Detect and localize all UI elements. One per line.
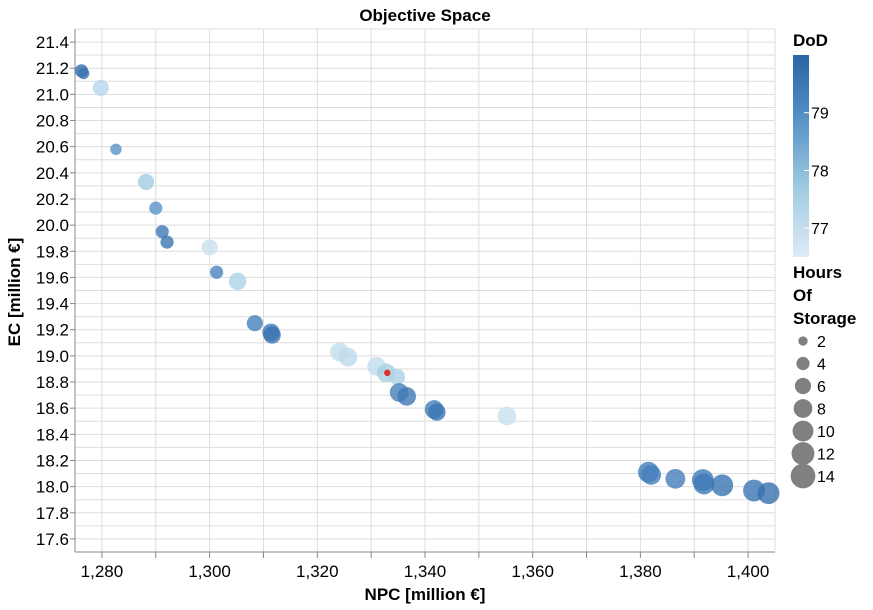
x-tick-label: 1,320	[296, 562, 339, 581]
data-point-22	[428, 403, 446, 421]
y-tick-label: 20.8	[36, 112, 69, 131]
y-tick-label: 19.6	[36, 268, 69, 287]
data-point-18	[388, 368, 406, 385]
data-point-13	[263, 326, 281, 344]
y-tick-label: 19.2	[36, 321, 69, 340]
x-tick-label: 1,380	[619, 562, 662, 581]
size-legend-label: 6	[817, 379, 826, 396]
y-tick-label: 18.0	[36, 478, 69, 497]
color-legend-gradient	[793, 55, 809, 257]
data-point-7	[160, 235, 174, 249]
y-tick-label: 18.6	[36, 399, 69, 418]
data-point-29	[711, 474, 734, 497]
y-tick-label: 21.0	[36, 85, 69, 104]
x-tick-label: 1,340	[404, 562, 447, 581]
data-point-6	[155, 225, 169, 239]
size-legend-label: 14	[817, 469, 835, 486]
data-point-3	[110, 143, 122, 156]
size-legend-label: 8	[817, 402, 826, 419]
x-tick-label: 1,300	[188, 562, 231, 581]
size-legend-symbol	[791, 442, 815, 465]
size-legend-label: 12	[817, 447, 835, 464]
size-legend-title-line: Hours	[793, 263, 842, 282]
y-tick-label: 17.8	[36, 504, 69, 523]
x-axis-title: NPC [million €]	[365, 585, 486, 604]
size-legend-label: 10	[817, 424, 835, 441]
y-axis-title: EC [million €]	[5, 238, 24, 347]
data-point-5	[149, 201, 163, 215]
data-point-28	[693, 473, 715, 495]
size-legend-title-line: Storage	[793, 309, 856, 328]
data-point-31	[757, 482, 780, 505]
data-point-10	[228, 272, 247, 291]
color-legend-title: DoD	[793, 31, 828, 50]
data-point-8	[201, 239, 218, 256]
data-point-26	[665, 468, 686, 489]
y-tick-label: 20.2	[36, 190, 69, 209]
y-tick-label: 18.2	[36, 451, 69, 470]
y-tick-label: 21.2	[36, 59, 69, 78]
data-point-25	[641, 464, 662, 485]
x-tick-label: 1,400	[727, 562, 770, 581]
chart-title: Objective Space	[359, 6, 490, 25]
data-point-15	[338, 347, 358, 367]
data-point-1	[77, 67, 90, 80]
y-tick-label: 19.8	[36, 242, 69, 261]
y-tick-label: 18.4	[36, 425, 69, 444]
x-tick-label: 1,360	[511, 562, 554, 581]
color-legend-label: 77	[811, 221, 829, 238]
y-tick-label: 19.0	[36, 347, 69, 366]
highlight-point	[384, 369, 391, 377]
color-legend: DoD 77 78 79	[793, 31, 829, 257]
y-tick-label: 18.8	[36, 373, 69, 392]
color-legend-label: 78	[811, 163, 829, 180]
data-point-20	[397, 387, 417, 406]
x-tick-label: 1,280	[81, 562, 124, 581]
y-tick-label: 19.4	[36, 295, 69, 314]
y-tick-label: 20.0	[36, 216, 69, 235]
y-tick-label: 20.4	[36, 164, 69, 183]
color-legend-label: 79	[811, 106, 829, 123]
y-tick-label: 21.4	[36, 33, 69, 52]
size-legend-symbol	[793, 399, 813, 418]
size-legend-title-line: Of	[793, 286, 812, 305]
data-points	[74, 64, 780, 505]
y-tick-label: 20.6	[36, 138, 69, 157]
y-axis: 17.6 17.8 18.0 18.2 18.4 18.6 18.8 19.0 19.2 19.4…	[36, 33, 75, 549]
size-legend-symbol	[794, 377, 812, 395]
size-legend-symbol	[796, 356, 810, 371]
data-point-2	[92, 79, 109, 96]
data-point-23	[497, 406, 517, 426]
data-point-4	[137, 173, 155, 191]
y-tick-label: 17.6	[36, 530, 69, 549]
size-legend-label: 2	[817, 334, 826, 351]
x-axis: 1,280 1,300 1,320 1,340 1,360 1,380 1,400	[81, 552, 770, 581]
data-point-11	[246, 315, 263, 332]
size-legend-symbol	[792, 420, 814, 442]
size-legend-symbol	[790, 463, 816, 489]
size-legend: Hours Of Storage 2 4 6 8 10 12 14	[790, 263, 856, 489]
data-point-9	[210, 265, 224, 279]
grid-lines	[75, 28, 775, 552]
size-legend-symbol	[798, 336, 808, 346]
size-legend-label: 4	[817, 357, 826, 374]
